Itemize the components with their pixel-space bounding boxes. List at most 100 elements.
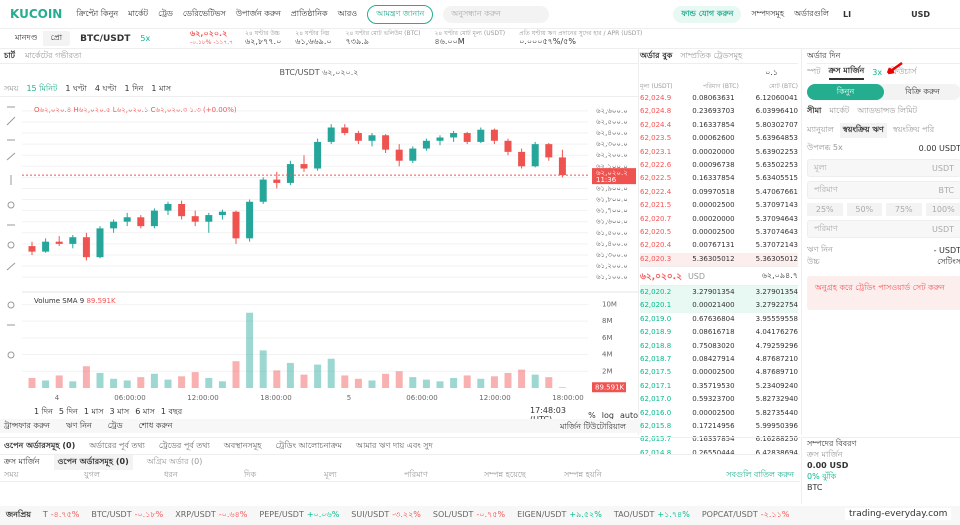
bid-row[interactable]: 62,020.1 0.00021400 3.27922754 [640,299,798,313]
percent-button[interactable]: 100% [925,203,960,216]
ask-row[interactable]: 62,023.5 0.00062600 5.63964853 [640,132,798,145]
orders-tab[interactable]: ট্রেডের পূর্ব তথ্য [158,440,210,450]
book-tab[interactable]: অর্ডার বুক [640,50,673,60]
bid-row[interactable]: 62,017.5 0.00002500 4.87689710 [640,366,798,379]
bid-row[interactable]: 62,019.0 0.67636804 3.95559558 [640,313,798,326]
scale-option[interactable]: auto [619,410,638,420]
sell-tab[interactable]: বিক্রি করুন [905,86,940,96]
type-tab[interactable]: সীমা [807,105,822,115]
mode-tab[interactable]: স্পট [807,66,821,76]
subtab[interactable]: ওপেন অর্ডারসমূহ (0) [53,454,133,470]
step-select[interactable]: ০.১ [765,68,778,77]
mode[interactable]: মানদণ্ড [10,31,43,46]
type-tab[interactable]: মার্কেট [829,105,850,115]
ask-row[interactable]: 62,024.9 0.08063631 6.12060041 [640,92,798,105]
menu-item[interactable]: আরও [337,8,358,18]
tutorial-link[interactable]: মার্জিন টিউটোরিয়াল [560,422,626,431]
pair[interactable]: BTC/USDT [80,33,131,44]
tape-item[interactable]: TAO/USDT +১.৭৪% [614,509,690,522]
range[interactable]: 1 বছর [160,407,183,416]
ask-row[interactable]: 62,022.6 0.00096738 5.63502253 [640,159,798,172]
bid-row[interactable]: 62,018.9 0.08616718 4.04176276 [640,326,798,339]
borrow-mode[interactable]: স্বয়ংক্রিয় ঋণ [839,122,887,138]
tape-item[interactable]: SOL/USDT -০.৭৫% [433,509,505,522]
range[interactable]: 1 দিন [34,407,53,416]
menu-item[interactable]: মার্কেট [128,8,149,18]
percent-button[interactable]: 75% [886,203,922,216]
price-input[interactable]: মূল্য USDT [807,159,960,177]
interval[interactable]: 4 ঘণ্টা [94,83,117,93]
book-tab[interactable]: সাম্প্রতিক ট্রেডসমূহ [680,50,743,60]
orders-link[interactable]: অর্ডারগুলি [794,8,830,18]
bid-row[interactable]: 62,017.1 0.35719530 5.23409240 [640,380,798,393]
interval[interactable]: 1 ঘণ্টা [65,83,87,93]
interval[interactable]: 15 মিনিট [26,83,58,93]
tape-item[interactable]: XRP/USDT -০.৬৪% [175,509,247,522]
chart-tab[interactable]: চার্ট [4,50,15,60]
orders-tab[interactable]: আমার ঋণ দায় এবং সুদ [355,440,433,450]
subtab[interactable]: অগ্রিম অর্ডার (0) [146,456,203,466]
ask-row[interactable]: 62,020.4 0.00767131 5.37072143 [640,239,798,252]
type-tab[interactable]: অ্যাডভান্সড লিমিট [857,105,918,115]
tape-item[interactable]: PEPE/USDT +০.০৬% [259,509,339,522]
menu-item[interactable]: ট্রেড [158,8,173,18]
deposit-button[interactable]: ফান্ড যোগ করুন [673,5,742,23]
orders-tab[interactable]: অবস্থানসমূহ [223,440,262,450]
ask-row[interactable]: 62,024.8 0.23693703 6.03996410 [640,105,798,118]
settings-link[interactable]: সেটিংস [937,256,960,266]
bid-row[interactable]: 62,020.2 3.27901354 3.27901354 [640,286,798,300]
total-input[interactable]: পরিমাণ USDT [807,220,960,238]
orders-tab[interactable]: ট্রেডিং আলোচনাক্রম [275,440,342,450]
ask-row[interactable]: 62,022.4 0.09970518 5.47067661 [640,186,798,199]
orders-tab[interactable]: অর্ডারের পূর্ব তথ্য [89,440,145,450]
ask-row[interactable]: 62,024.4 0.16337854 5.80302707 [640,119,798,132]
menu-item[interactable]: প্রাতিষ্ঠানিক [290,8,328,18]
mode-tab[interactable]: ফিউচার্স [890,66,917,76]
ask-row[interactable]: 62,023.1 0.00020000 5.63902253 [640,146,798,159]
range[interactable]: 3 মাস [109,407,130,416]
search-box[interactable]: অনুসন্ধান করুন [443,5,550,23]
tape-item[interactable]: T -৪.৭৫% [43,509,80,522]
tape-item[interactable]: BTC/USDT -০.১৮% [91,509,163,522]
buy-tab[interactable]: কিনুন [807,84,884,100]
scale-option[interactable]: % [588,410,596,420]
tape-item[interactable]: POPCAT/USDT -২.১১% [702,509,790,522]
user-avatar[interactable]: LI [843,9,852,19]
password-alert[interactable]: অনুগ্রহ করে ট্রেডিং পাসওয়ার্ড সেট করুন [807,276,960,310]
range[interactable]: 6 মাস [135,407,155,416]
action[interactable]: ট্রেড [107,420,123,430]
action[interactable]: শোধ করুন [138,420,173,430]
bid-row[interactable]: 62,018.8 0.75083020 4.79259296 [640,340,798,353]
currency[interactable]: USD [911,9,930,19]
interval[interactable]: 1 মাস [151,83,172,93]
assets-link[interactable]: সম্পদসমূহ [751,8,785,18]
menu-item[interactable]: উপার্জন করুন [235,8,281,18]
menu-item[interactable]: ক্রিপ্টো কিনুন [76,8,119,18]
tape-item[interactable]: EIGEN/USDT +৯.৫২% [517,509,602,522]
ask-row[interactable]: 62,021.5 0.00002500 5.37097143 [640,199,798,212]
bid-row[interactable]: 62,016.0 0.00002500 5.82735440 [640,407,798,420]
bid-row[interactable]: 62,017.0 0.59323700 5.82732940 [640,393,798,406]
action[interactable]: ট্রান্সফার করুন [4,420,50,430]
ask-row[interactable]: 62,020.7 0.00020000 5.37094643 [640,213,798,226]
ask-row[interactable]: 62,022.5 0.16337854 5.63405515 [640,172,798,185]
cancel-all[interactable]: সবগুলি বাতিল করুন [726,469,794,479]
bid-row[interactable]: 62,015.7 0.16337854 6.16288250 [640,433,798,446]
menu-item[interactable]: ডেরিভেটিভস [182,8,226,18]
interval[interactable]: 1 দিন [124,83,144,93]
range[interactable]: 5 দিন [58,407,78,416]
mode-tab[interactable]: ক্রস মার্জিন [828,65,865,80]
action[interactable]: ঋণ নিন [65,420,92,430]
percent-button[interactable]: 50% [846,203,882,216]
tape-item[interactable]: SUI/USDT -৩.২২% [351,509,421,522]
borrow-mode[interactable]: স্বয়ংক্রিয় পরি [892,124,935,134]
mode[interactable]: প্রো [50,33,63,42]
orders-tab[interactable]: ওপেন অর্ডারসমূহ (0) [4,440,76,450]
ask-row[interactable]: 62,020.3 5.36305012 5.36305012 [640,252,798,267]
percent-button[interactable]: 25% [807,203,843,216]
bid-row[interactable]: 62,015.8 0.17214956 5.99950396 [640,420,798,433]
invite-button[interactable]: আমন্ত্রণ জানান [367,4,434,24]
borrow-mode[interactable]: ম্যানুয়াল [807,124,834,134]
logo[interactable]: KUCOIN [10,7,63,21]
account-select[interactable]: ক্রস মার্জিন [4,456,40,466]
